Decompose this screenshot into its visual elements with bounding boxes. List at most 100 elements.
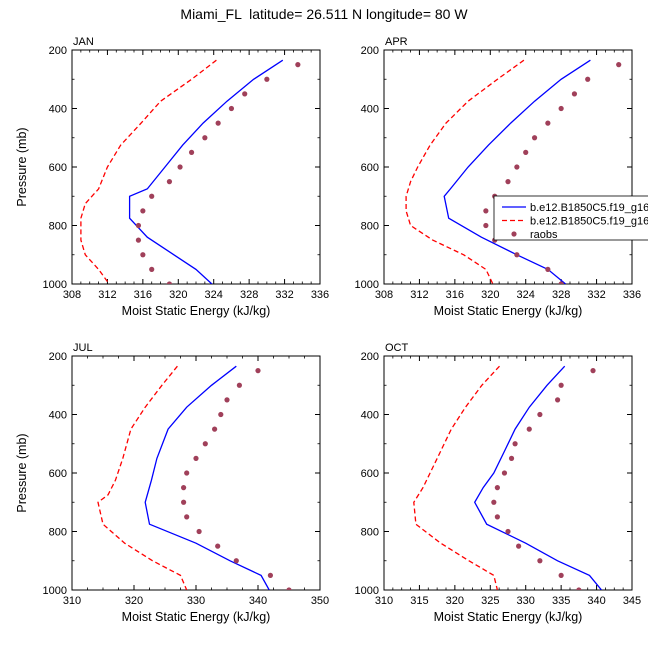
x-tick-label: 312 [410, 289, 428, 301]
panel-label: APR [385, 36, 408, 48]
raobs-point [267, 572, 273, 578]
x-tick-label: 310 [63, 595, 81, 607]
figure-title: Miami_FL latitude= 26.511 N longitude= 8… [180, 6, 468, 22]
raobs-point [508, 455, 515, 461]
raobs-point [264, 76, 270, 82]
x-tick-label: 308 [375, 289, 393, 301]
model-series-dashed-line [97, 365, 188, 590]
x-tick-label: 328 [240, 289, 258, 301]
x-tick-label: 340 [249, 595, 267, 607]
raobs-point [255, 368, 261, 374]
y-tick-label: 600 [361, 468, 379, 480]
raobs-point [202, 441, 208, 447]
y-tick-label: 1000 [355, 585, 379, 597]
raobs-point [494, 514, 500, 520]
raobs-point [224, 397, 230, 403]
plot-area [97, 365, 292, 590]
raobs-point [212, 426, 218, 432]
legend-label: raobs [530, 229, 558, 241]
y-tick-label: 200 [49, 45, 67, 57]
panel-jul: JUL 310 320 330 340 350 200 400 600 800 1000 Moist … [15, 342, 329, 624]
y-tick-label: 600 [361, 162, 379, 174]
raobs-point [184, 470, 190, 476]
raobs-point [537, 558, 543, 564]
y-tick-label: 200 [49, 351, 67, 363]
raobs-point [505, 528, 511, 535]
raobs-point [149, 193, 155, 199]
y-tick-label: 1000 [43, 585, 67, 597]
x-tick-label: 332 [587, 289, 605, 301]
raobs-point [242, 91, 248, 97]
x-tick-label: 308 [63, 289, 81, 301]
raobs-point [483, 222, 489, 229]
raobs-point [218, 411, 224, 418]
raobs-point [571, 91, 578, 97]
panel-label: OCT [385, 342, 409, 354]
x-tick-label: 320 [481, 289, 499, 301]
plot-area [80, 59, 301, 284]
raobs-point [523, 149, 529, 155]
raobs-point [531, 135, 538, 141]
raobs-point [545, 120, 551, 126]
raobs-point [514, 252, 520, 258]
raobs-point [188, 149, 195, 155]
model-series-solid-line [128, 59, 284, 284]
raobs-point [576, 587, 582, 590]
raobs-point [140, 252, 146, 258]
raobs-point [286, 587, 292, 590]
model-series-solid-line [443, 59, 591, 284]
raobs-point [135, 222, 142, 229]
y-tick-label: 800 [361, 527, 379, 539]
raobs-point [516, 543, 522, 549]
x-tick-label: 335 [552, 595, 570, 607]
y-tick-label: 800 [49, 527, 67, 539]
raobs-point [555, 397, 561, 403]
legend-marker [511, 231, 517, 237]
raobs-point [558, 382, 564, 388]
x-tick-label: 325 [481, 595, 499, 607]
panel-label: JUL [73, 342, 93, 354]
raobs-point [215, 543, 221, 549]
panel-apr: APR 308 312 316 320 324 328 332 336 200 400 600 800 1… [355, 36, 648, 318]
x-axis-title: Moist Static Energy (kJ/kg) [434, 304, 583, 318]
raobs-point [215, 120, 221, 126]
raobs-point [140, 208, 146, 214]
y-tick-label: 800 [49, 221, 67, 233]
model-series-dashed-line [80, 59, 217, 284]
plot-frame [71, 49, 321, 285]
raobs-point [585, 76, 591, 82]
x-tick-label: 336 [311, 289, 329, 301]
raobs-point [558, 281, 564, 284]
y-axis-title: Pressure (mb) [15, 127, 29, 206]
x-tick-label: 328 [552, 289, 570, 301]
y-tick-label: 600 [49, 468, 67, 480]
raobs-point [590, 368, 596, 374]
raobs-point [545, 266, 551, 272]
x-tick-label: 315 [410, 595, 428, 607]
raobs-point [558, 105, 564, 112]
y-tick-label: 600 [49, 162, 67, 174]
y-tick-label: 400 [361, 410, 379, 422]
raobs-point [177, 164, 183, 170]
x-axis-title: Moist Static Energy (kJ/kg) [434, 610, 583, 624]
raobs-point [494, 485, 500, 491]
raobs-point [537, 411, 543, 418]
legend-label: b.e12.B1850C5.f19_g16 [530, 216, 648, 228]
raobs-point [181, 499, 187, 505]
y-tick-label: 200 [361, 45, 379, 57]
raobs-point [558, 572, 564, 578]
y-tick-label: 400 [49, 104, 67, 116]
raobs-point [149, 266, 155, 272]
raobs-point [616, 62, 622, 68]
x-tick-label: 316 [446, 289, 464, 301]
plot-area [405, 59, 622, 284]
legend-label: b.e12.B1850C5.f19_g16 [530, 202, 648, 214]
x-tick-label: 336 [623, 289, 641, 301]
raobs-point [491, 499, 497, 505]
x-tick-label: 330 [517, 595, 535, 607]
raobs-point [526, 426, 532, 432]
y-tick-label: 200 [361, 351, 379, 363]
raobs-point [233, 558, 239, 564]
x-tick-label: 320 [169, 289, 187, 301]
panel-oct: OCT 310 315 320 325 330 335 340 345 200 400 600 800 1… [355, 342, 642, 624]
